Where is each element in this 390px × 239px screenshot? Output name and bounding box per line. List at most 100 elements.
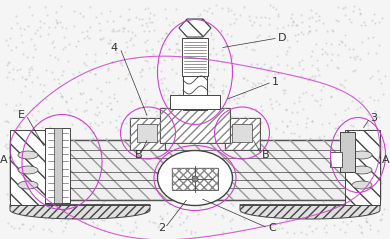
Point xyxy=(87,124,93,128)
Point xyxy=(271,72,278,76)
Point xyxy=(370,128,376,131)
Point xyxy=(378,169,384,173)
Point xyxy=(183,216,189,220)
Point xyxy=(312,98,319,102)
Point xyxy=(214,58,220,61)
Point xyxy=(277,71,284,75)
Point xyxy=(4,75,11,79)
Point xyxy=(220,142,227,146)
Point xyxy=(23,176,29,180)
Point xyxy=(371,189,377,193)
Point xyxy=(276,102,282,106)
Point xyxy=(209,37,216,41)
Point xyxy=(294,110,300,114)
Point xyxy=(107,101,113,105)
Point xyxy=(365,37,371,40)
Point xyxy=(206,127,212,130)
Point xyxy=(4,134,10,137)
Point xyxy=(319,122,326,126)
Point xyxy=(63,221,69,225)
Point xyxy=(352,57,358,61)
Point xyxy=(313,11,319,15)
Point xyxy=(379,92,386,96)
Point xyxy=(251,130,257,134)
Point xyxy=(369,150,375,153)
Point xyxy=(109,165,115,168)
Point xyxy=(197,34,203,38)
Point xyxy=(229,69,236,72)
Point xyxy=(379,212,385,216)
Point xyxy=(25,25,32,28)
Point xyxy=(64,59,71,63)
Point xyxy=(161,192,168,196)
Point xyxy=(241,115,248,119)
Point xyxy=(188,232,194,235)
Point xyxy=(208,146,215,149)
Point xyxy=(285,144,291,148)
Point xyxy=(133,225,139,229)
Point xyxy=(223,32,230,36)
Point xyxy=(183,127,189,131)
Point xyxy=(57,20,63,24)
Point xyxy=(59,94,66,98)
Point xyxy=(105,68,111,71)
Point xyxy=(96,189,102,193)
Point xyxy=(232,165,239,169)
Point xyxy=(16,169,23,173)
Point xyxy=(63,100,69,104)
Point xyxy=(242,158,248,161)
Point xyxy=(126,7,132,11)
Point xyxy=(356,97,362,100)
Point xyxy=(317,162,324,166)
Point xyxy=(273,7,279,11)
Point xyxy=(136,70,143,74)
Point xyxy=(131,118,137,121)
Point xyxy=(292,145,299,149)
Point xyxy=(142,40,148,44)
Point xyxy=(80,61,87,65)
Point xyxy=(191,27,197,31)
Point xyxy=(341,134,347,137)
Point xyxy=(20,27,27,31)
Point xyxy=(350,9,356,12)
Point xyxy=(195,14,201,18)
Point xyxy=(285,23,291,27)
Point xyxy=(186,144,193,147)
Point xyxy=(257,15,264,19)
Point xyxy=(44,33,51,36)
Point xyxy=(315,68,321,71)
Point xyxy=(98,101,104,104)
Point xyxy=(231,21,238,25)
Point xyxy=(110,92,117,96)
Point xyxy=(292,33,299,37)
Point xyxy=(305,77,312,81)
Point xyxy=(41,21,47,25)
Point xyxy=(91,140,97,144)
Point xyxy=(296,99,302,103)
Point xyxy=(22,132,28,136)
Point xyxy=(56,81,62,85)
Point xyxy=(275,12,281,16)
Point xyxy=(339,40,345,44)
Point xyxy=(75,80,81,84)
Point xyxy=(137,74,144,78)
Point xyxy=(104,104,110,108)
Point xyxy=(95,136,101,140)
Point xyxy=(63,26,69,30)
Point xyxy=(167,113,174,117)
Point xyxy=(24,135,30,138)
Point xyxy=(372,22,378,25)
Point xyxy=(79,30,85,34)
Point xyxy=(300,67,307,71)
Point xyxy=(23,132,29,136)
Point xyxy=(141,87,147,91)
Point xyxy=(187,19,193,23)
Point xyxy=(49,41,55,45)
Point xyxy=(26,73,32,77)
Point xyxy=(107,9,113,12)
Point xyxy=(198,130,204,134)
Point xyxy=(290,19,296,22)
Point xyxy=(31,158,37,162)
Point xyxy=(27,136,33,139)
Point xyxy=(246,161,253,165)
